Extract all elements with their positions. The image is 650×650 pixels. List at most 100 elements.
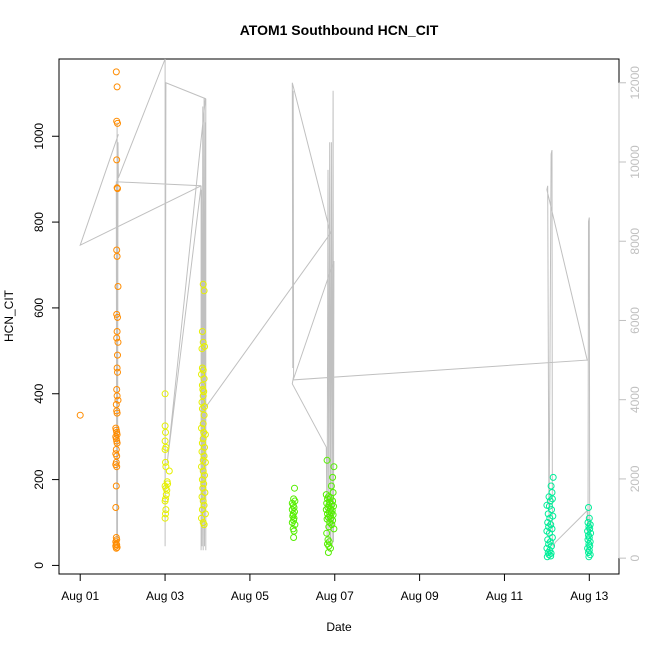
data-point (113, 364, 121, 372)
data-point (199, 484, 207, 492)
data-point (113, 541, 121, 549)
plot-frame (58, 58, 620, 575)
data-point (198, 424, 205, 432)
data-point (113, 463, 121, 471)
y2-tick-label: 0 (628, 554, 642, 561)
data-point (585, 549, 592, 556)
y-tick-label: 600 (32, 298, 46, 318)
data-point (199, 435, 207, 443)
data-point (329, 497, 337, 505)
data-point (549, 473, 557, 481)
data-point (200, 388, 208, 396)
data-point (162, 428, 169, 436)
data-point (585, 514, 593, 522)
data-point (161, 390, 169, 398)
data-point (113, 334, 121, 342)
data-point (547, 521, 555, 529)
data-point (200, 452, 208, 460)
data-point (114, 283, 122, 290)
data-point (198, 493, 206, 501)
y-tick-label: 1000 (32, 123, 46, 150)
y2-tick-label: 10000 (628, 145, 642, 179)
data-point (327, 482, 335, 490)
data-point (112, 482, 120, 490)
data-point (161, 446, 169, 453)
data-point (291, 521, 299, 529)
data-point (326, 519, 334, 526)
x-tick-label: Aug 09 (401, 589, 439, 603)
data-point (200, 501, 208, 509)
data-point (323, 529, 331, 537)
data-point (112, 446, 120, 453)
data-point (199, 392, 207, 400)
data-point (198, 381, 206, 389)
data-point (327, 544, 334, 552)
data-point (586, 542, 594, 550)
data-point (113, 156, 121, 164)
data-point (112, 544, 120, 552)
data-point (161, 422, 169, 430)
data-point (584, 519, 592, 526)
data-point (198, 328, 206, 335)
data-point (114, 396, 122, 404)
data-point (543, 553, 551, 561)
chart-title: ATOM1 Southbound HCN_CIT (240, 22, 439, 38)
data-point (330, 525, 338, 533)
data-point (584, 544, 592, 552)
data-point (113, 83, 121, 91)
data-point (200, 480, 208, 488)
data-point (199, 338, 207, 346)
data-point (162, 463, 170, 471)
data-point (325, 538, 333, 546)
data-point (545, 502, 553, 510)
data-point (198, 514, 205, 522)
data-point (198, 448, 206, 456)
y-axis-label: HCN_CIT (2, 289, 16, 342)
x-axis-label: Date (326, 620, 352, 634)
data-point (546, 538, 554, 546)
data-point (198, 405, 206, 413)
data-point (161, 514, 169, 522)
y2-tick-label: 2000 (628, 465, 642, 492)
y2-tick-label: 6000 (628, 307, 642, 334)
data-point (163, 486, 171, 494)
data-point (288, 506, 296, 514)
data-point (329, 473, 337, 481)
data-point (545, 551, 553, 559)
data-point (113, 392, 121, 400)
data-point (323, 456, 331, 464)
data-point (113, 409, 121, 417)
data-point (199, 366, 207, 374)
data-point (113, 310, 121, 318)
data-point (162, 491, 170, 499)
data-point (201, 510, 209, 518)
x-tick-label: Aug 01 (61, 589, 99, 603)
data-point (114, 368, 121, 376)
data-point (112, 68, 120, 76)
data-point (291, 484, 298, 492)
data-point (199, 280, 207, 288)
y-tick-label: 0 (32, 562, 46, 569)
data-point (546, 514, 554, 522)
x-axis: Aug 01 Aug 03 Aug 05 Aug 07 Aug 09 Aug 11 Aug … (61, 573, 609, 603)
data-point (200, 411, 208, 419)
x-tick-label: Aug 03 (146, 589, 184, 603)
altitude-track (79, 58, 591, 551)
data-point (200, 375, 208, 383)
data-point (114, 351, 121, 359)
x-tick-label: Aug 07 (316, 589, 354, 603)
x-tick-label: Aug 11 (486, 589, 523, 603)
y2-tick-label: 4000 (628, 386, 642, 413)
data-point (585, 504, 592, 511)
y2-tick-label: 8000 (628, 228, 642, 255)
x-tick-label: Aug 05 (231, 589, 269, 603)
data-point (113, 543, 121, 551)
data-point (199, 456, 207, 464)
data-point (76, 411, 84, 419)
data-point (114, 313, 121, 321)
x-tick-label: Aug 13 (570, 589, 608, 603)
data-point (114, 185, 121, 193)
data-point (327, 514, 335, 522)
data-point (162, 510, 169, 518)
